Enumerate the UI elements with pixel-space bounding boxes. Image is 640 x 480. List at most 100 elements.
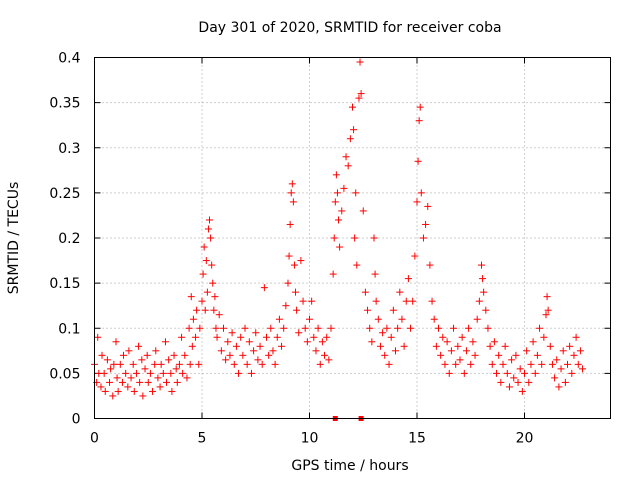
data-point <box>323 333 331 341</box>
data-point <box>312 347 320 355</box>
data-point <box>426 261 434 269</box>
data-point <box>278 342 286 350</box>
data-point <box>271 360 279 368</box>
x-tick-label: 20 <box>516 431 534 447</box>
data-point <box>179 369 187 377</box>
data-point <box>400 342 408 350</box>
data-point <box>178 333 186 341</box>
data-point <box>116 360 124 368</box>
data-point <box>559 347 567 355</box>
data-point <box>107 365 115 373</box>
data-point <box>297 257 305 265</box>
data-point <box>130 387 138 395</box>
data-point <box>346 135 354 143</box>
data-point <box>235 369 243 377</box>
data-point <box>422 220 430 228</box>
data-point <box>479 275 487 283</box>
data-point <box>493 369 501 377</box>
data-point <box>553 356 561 364</box>
data-point <box>473 315 481 323</box>
data-point <box>292 288 300 296</box>
data-point <box>157 360 165 368</box>
data-point <box>572 333 580 341</box>
data-point <box>252 329 260 337</box>
data-point <box>301 324 309 332</box>
data-point <box>516 365 524 373</box>
y-tick-label: 0.4 <box>58 51 80 67</box>
data-point <box>368 338 376 346</box>
data-point <box>217 347 225 355</box>
data-point <box>364 306 372 314</box>
data-point <box>450 324 458 332</box>
data-point <box>172 365 180 373</box>
data-point <box>404 275 412 283</box>
data-point <box>576 347 584 355</box>
data-point <box>454 342 462 350</box>
data-point <box>109 392 117 400</box>
data-point <box>183 374 191 382</box>
x-tick-label: 5 <box>198 431 207 447</box>
data-point <box>351 234 359 242</box>
data-point <box>237 333 245 341</box>
data-point <box>212 324 220 332</box>
data-point <box>187 293 195 301</box>
data-point <box>118 378 126 386</box>
data-point <box>222 356 230 364</box>
data-point <box>152 347 160 355</box>
data-point <box>241 324 249 332</box>
data-point <box>114 387 122 395</box>
data-point <box>195 360 203 368</box>
data-point <box>285 252 293 260</box>
data-point <box>316 360 324 368</box>
data-point <box>356 58 364 66</box>
data-point <box>557 365 565 373</box>
data-point <box>200 243 208 251</box>
data-point <box>353 261 361 269</box>
data-point <box>512 351 520 359</box>
chart-title: Day 301 of 2020, SRMTID for receiver cob… <box>198 20 501 36</box>
data-point <box>355 94 363 102</box>
data-point <box>110 360 118 368</box>
data-point <box>135 342 143 350</box>
data-point <box>394 324 402 332</box>
data-point <box>181 351 189 359</box>
grid-lines <box>94 57 611 419</box>
data-point <box>265 351 273 359</box>
data-point <box>228 329 236 337</box>
data-point <box>203 288 211 296</box>
data-point <box>207 234 215 242</box>
data-point <box>344 162 352 170</box>
data-point <box>415 117 423 125</box>
data-point <box>568 369 576 377</box>
data-point <box>97 383 105 391</box>
data-point <box>196 324 204 332</box>
data-point <box>544 306 552 314</box>
data-point <box>287 189 295 197</box>
data-point <box>340 184 348 192</box>
data-point <box>280 324 288 332</box>
y-tick-label: 0.05 <box>49 366 80 382</box>
data-point <box>122 369 130 377</box>
data-point <box>204 225 212 233</box>
data-point <box>414 157 422 165</box>
data-point <box>98 351 106 359</box>
data-point <box>371 270 379 278</box>
data-point <box>469 338 477 346</box>
data-point <box>299 297 307 305</box>
data-point <box>387 333 395 341</box>
data-point <box>543 293 551 301</box>
y-tick-label: 0.1 <box>58 321 80 337</box>
x-tick-label: 10 <box>301 431 319 447</box>
data-point <box>201 306 209 314</box>
data-point <box>533 351 541 359</box>
data-point <box>385 360 393 368</box>
data-point <box>267 324 275 332</box>
axis-ticks: 0 0.05 0.1 0.15 0.2 0.25 0.3 0.35 0.4 0 5 10 15 20 <box>49 51 611 447</box>
data-point <box>357 90 365 98</box>
data-point <box>441 360 449 368</box>
data-point <box>168 387 176 395</box>
data-point <box>555 383 563 391</box>
data-point <box>495 351 503 359</box>
data-point <box>551 374 559 382</box>
